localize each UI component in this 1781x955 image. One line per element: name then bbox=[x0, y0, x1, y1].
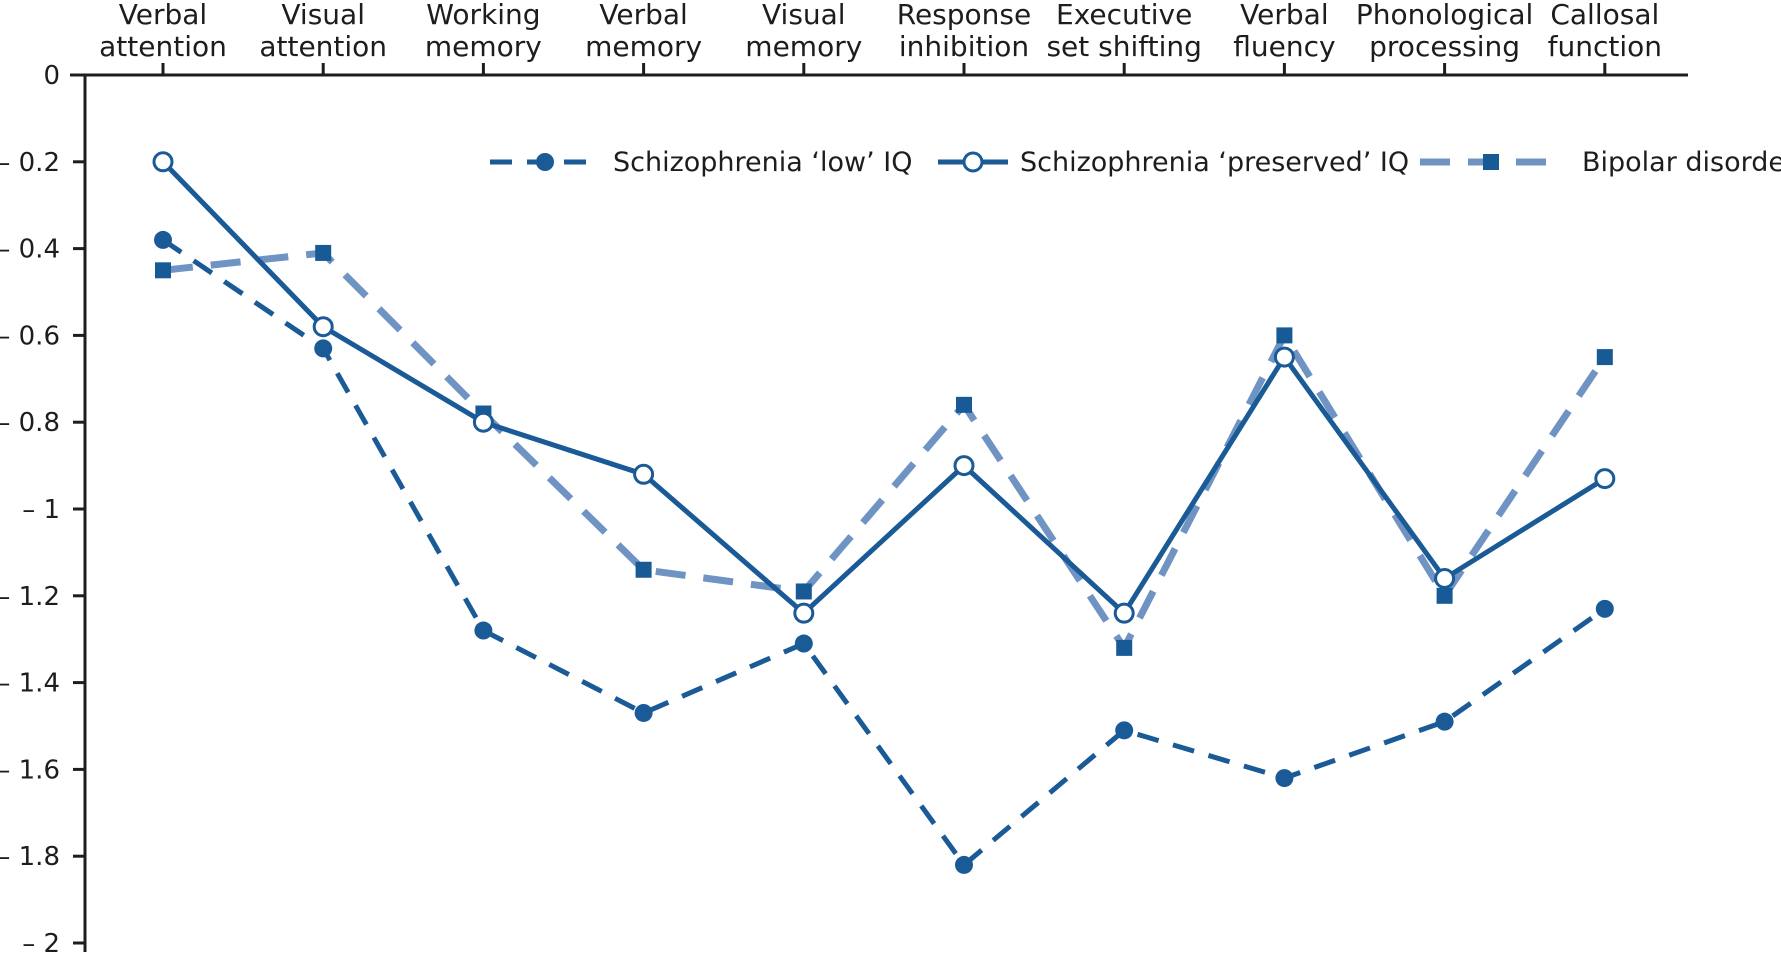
category-label: Verbal fluency bbox=[1233, 0, 1335, 63]
y-tick-label: – 1.6 bbox=[0, 755, 60, 785]
y-tick-label: – 0.4 bbox=[0, 235, 60, 265]
data-point-marker bbox=[1115, 721, 1134, 740]
data-point-marker bbox=[152, 151, 174, 173]
data-point-marker bbox=[312, 316, 334, 338]
category-label-line: Callosal bbox=[1550, 0, 1659, 31]
data-point-marker bbox=[472, 411, 494, 433]
category-label-line: Executive bbox=[1056, 0, 1192, 31]
y-tick-label: – 2 bbox=[22, 929, 60, 955]
legend-item: Bipolar disorder bbox=[1420, 147, 1781, 178]
category-label-line: Response bbox=[897, 0, 1031, 31]
data-point-marker bbox=[953, 455, 975, 477]
category-label: Visual memory bbox=[745, 0, 862, 63]
legend-item: Schizophrenia ‘preserved’ IQ bbox=[938, 147, 1409, 178]
category-label: Callosal function bbox=[1548, 0, 1662, 63]
y-tick-label: 0 bbox=[43, 61, 60, 91]
data-point-marker bbox=[155, 262, 171, 279]
category-label-line: Visual bbox=[762, 0, 846, 31]
legend-label: Schizophrenia ‘low’ IQ bbox=[613, 147, 912, 178]
category-label: Executive set shifting bbox=[1046, 0, 1201, 63]
category-label-line: inhibition bbox=[899, 30, 1029, 63]
legend-label: Bipolar disorder bbox=[1582, 147, 1781, 178]
category-label-line: fluency bbox=[1233, 30, 1335, 63]
category-label: Response inhibition bbox=[897, 0, 1031, 63]
data-point-marker bbox=[1276, 327, 1293, 344]
y-tick-label: – 1.8 bbox=[0, 842, 60, 872]
data-point-marker bbox=[1596, 349, 1613, 366]
data-point-marker bbox=[474, 621, 493, 640]
category-label: Verbal attention bbox=[99, 0, 227, 63]
legend-label: Schizophrenia ‘preserved’ IQ bbox=[1020, 147, 1409, 178]
legend-item: Schizophrenia ‘low’ IQ bbox=[490, 147, 912, 178]
series-group bbox=[154, 230, 1614, 874]
category-label-line: Verbal bbox=[1240, 0, 1328, 31]
y-tick-label: – 0.6 bbox=[0, 321, 60, 351]
y-tick-label: – 1 bbox=[22, 495, 60, 525]
y-tick-label: – 1.4 bbox=[0, 669, 60, 699]
category-label-line: Phonological bbox=[1356, 0, 1533, 31]
category-label: Visual attention bbox=[259, 0, 387, 63]
y-tick-label: – 0.2 bbox=[0, 148, 60, 178]
data-point-marker bbox=[1113, 602, 1135, 624]
category-label: Verbal memory bbox=[585, 0, 702, 63]
series-line bbox=[161, 237, 1607, 868]
series-group bbox=[152, 151, 1616, 624]
series-line bbox=[161, 160, 1607, 616]
data-point-marker bbox=[154, 230, 172, 249]
category-label-line: Working bbox=[426, 0, 540, 31]
data-point-marker bbox=[1436, 587, 1453, 604]
data-point-marker bbox=[1434, 567, 1456, 589]
data-point-marker bbox=[962, 151, 984, 173]
y-tick-label: – 1.2 bbox=[0, 582, 60, 612]
data-point-marker bbox=[1483, 154, 1499, 170]
data-point-marker bbox=[315, 244, 332, 261]
category-label: Phonological processing bbox=[1356, 0, 1533, 63]
data-point-marker bbox=[634, 703, 653, 722]
category-label-line: memory bbox=[585, 30, 702, 63]
category-label-line: Verbal bbox=[599, 0, 687, 31]
data-point-marker bbox=[956, 396, 972, 413]
category-label-line: Visual bbox=[281, 0, 365, 31]
data-point-marker bbox=[633, 463, 655, 485]
data-point-marker bbox=[314, 339, 333, 358]
data-point-marker bbox=[795, 583, 812, 600]
category-label-line: processing bbox=[1369, 30, 1520, 63]
data-point-marker bbox=[1594, 468, 1616, 490]
category-label-line: Verbal bbox=[119, 0, 207, 31]
data-point-marker bbox=[793, 602, 815, 624]
data-point-marker bbox=[794, 634, 813, 653]
category-label-line: attention bbox=[259, 30, 387, 63]
data-point-marker bbox=[955, 855, 973, 874]
data-point-marker bbox=[1116, 639, 1133, 656]
series-group bbox=[155, 244, 1613, 656]
category-label: Working memory bbox=[425, 0, 542, 63]
category-label-line: set shifting bbox=[1046, 30, 1201, 63]
category-label-line: attention bbox=[99, 30, 227, 63]
data-point-marker bbox=[1275, 769, 1294, 788]
data-point-marker bbox=[536, 153, 554, 171]
data-point-marker bbox=[1273, 346, 1295, 368]
category-label-line: memory bbox=[425, 30, 542, 63]
data-point-marker bbox=[635, 561, 652, 578]
data-point-marker bbox=[1435, 712, 1454, 731]
category-label-line: memory bbox=[745, 30, 862, 63]
y-tick-label: – 0.8 bbox=[0, 408, 60, 438]
data-point-marker bbox=[1595, 599, 1614, 618]
category-label-line: function bbox=[1548, 30, 1662, 63]
